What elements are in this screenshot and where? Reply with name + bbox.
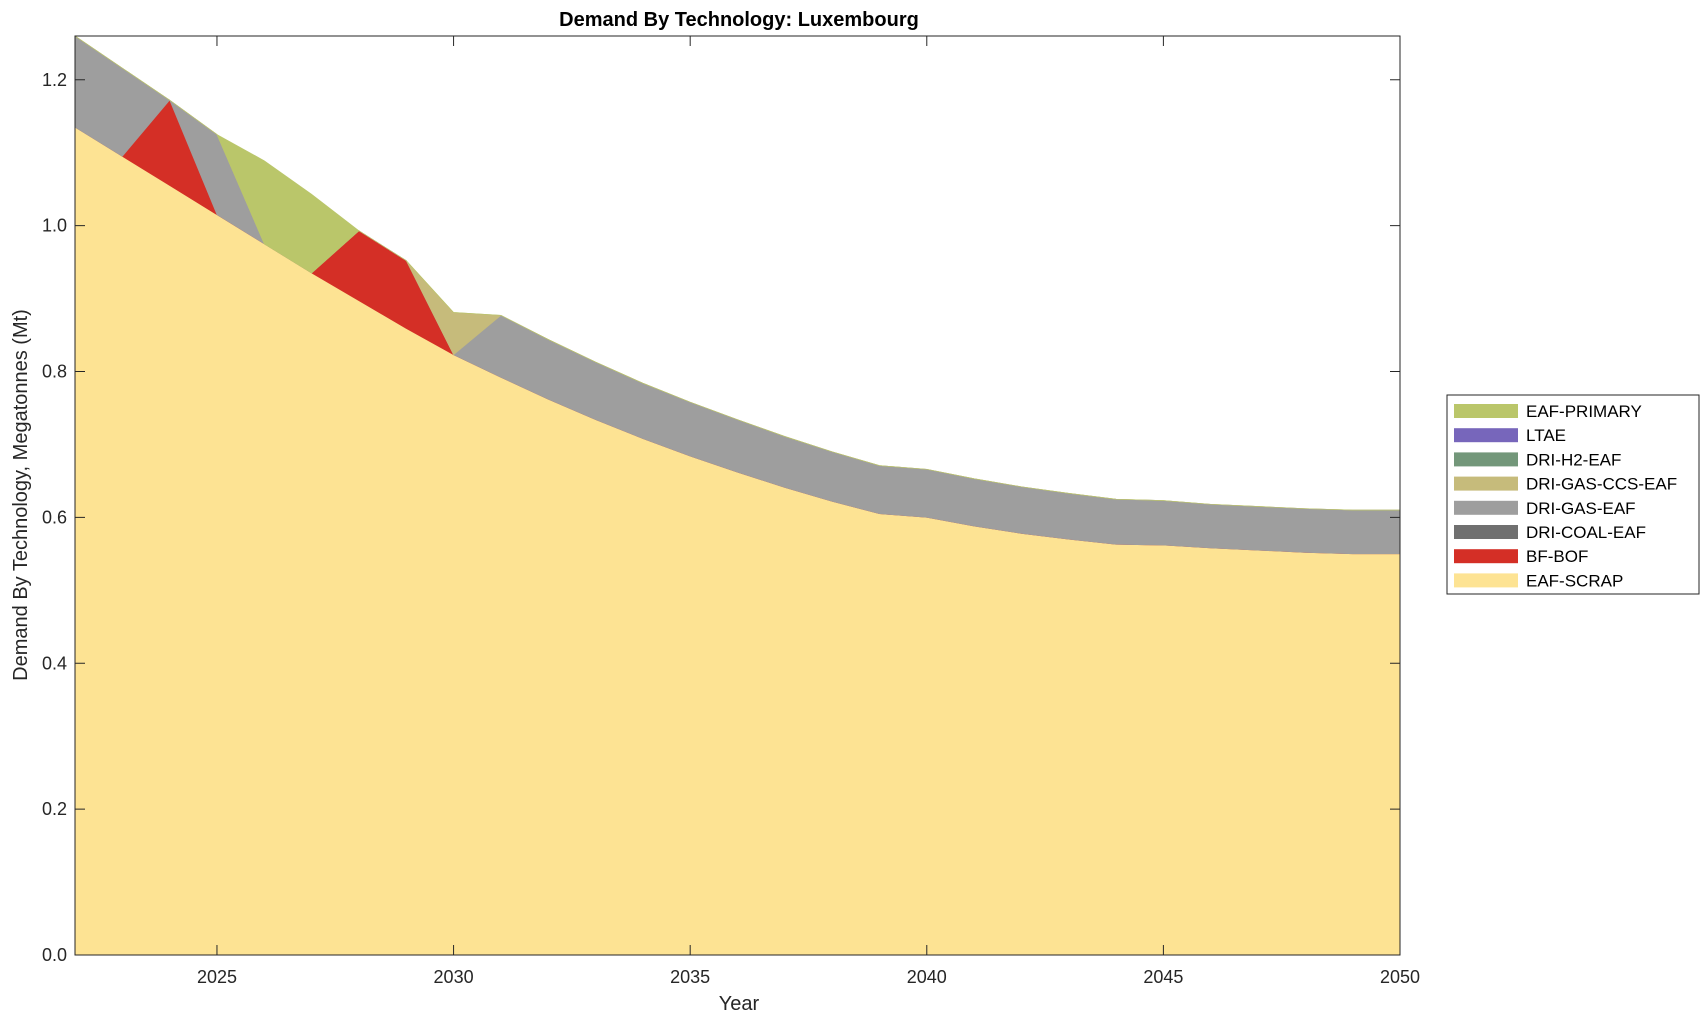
legend-swatch (1454, 404, 1518, 418)
legend-swatch (1454, 525, 1518, 539)
plot-frame (74, 35, 1401, 956)
legend-swatch (1454, 573, 1518, 588)
legend-label: DRI-H2-EAF (1526, 450, 1621, 469)
legend: EAF-PRIMARY LTAE DRI-H2-EAF DRI-GAS-CCS-EAF… (1446, 394, 1700, 595)
y-tick-label: 0.2 (42, 799, 67, 819)
legend-label: DRI-GAS-CCS-EAF (1526, 475, 1677, 494)
legend-swatch (1454, 428, 1518, 443)
area-eaf-primary (74, 35, 1400, 511)
y-tick-label: 0.0 (42, 945, 67, 965)
x-tick-label: 2045 (1143, 967, 1183, 987)
legend-label: DRI-GAS-EAF (1526, 499, 1636, 518)
stacked-areas (74, 35, 1401, 956)
y-axis-label: Demand By Technology, Megatonnes (Mt) (10, 309, 32, 681)
x-axis-label: Year (719, 993, 760, 1015)
x-tick-label: 2025 (197, 967, 237, 987)
legend-label: EAF-SCRAP (1526, 571, 1623, 590)
legend-label: DRI-COAL-EAF (1526, 523, 1646, 542)
y-tick-label: 0.8 (42, 362, 67, 382)
legend-label: LTAE (1526, 426, 1566, 445)
y-tick-label: 0.4 (42, 653, 67, 673)
axis-ticks: 2025 2030 2035 2040 2045 2050 0.0 0.2 0.4 0.6 0.8 1… (42, 36, 1420, 987)
y-tick-label: 0.6 (42, 507, 67, 527)
legend-swatch (1454, 549, 1518, 564)
x-tick-label: 2040 (907, 967, 947, 987)
legend-swatch (1454, 452, 1518, 467)
chart-title: Demand By Technology: Luxembourg (559, 9, 919, 31)
y-tick-label: 1.2 (42, 70, 67, 90)
legend-swatch (1454, 500, 1518, 515)
x-tick-label: 2030 (434, 967, 474, 987)
legend-label: EAF-PRIMARY (1526, 402, 1642, 421)
legend-swatch (1454, 476, 1518, 491)
x-tick-label: 2035 (670, 967, 710, 987)
y-tick-label: 1.0 (42, 216, 67, 236)
legend-label: BF-BOF (1526, 547, 1588, 566)
x-tick-label: 2050 (1380, 967, 1420, 987)
